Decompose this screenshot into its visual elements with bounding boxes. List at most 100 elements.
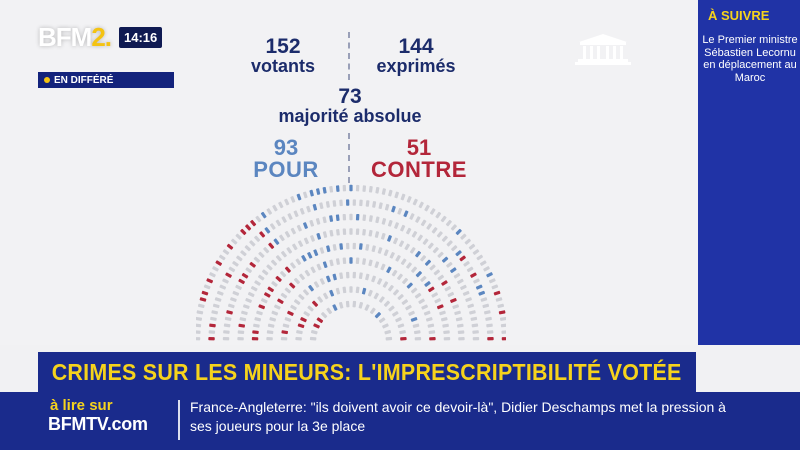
hemicycle-seat xyxy=(352,199,356,206)
hemicycle-seat xyxy=(455,228,462,236)
hemicycle-seat xyxy=(293,277,300,285)
up-next-text: Le Premier ministre Sébastien Lecornu en… xyxy=(702,34,798,84)
hemicycle-seat xyxy=(381,218,387,225)
hemicycle-seat xyxy=(238,323,246,328)
hemicycle-seat xyxy=(338,301,344,309)
hemicycle-seat xyxy=(420,219,427,227)
hemicycle-seat xyxy=(231,238,238,245)
hemicycle-seat xyxy=(258,274,265,281)
hemicycle-seat xyxy=(335,287,341,295)
hemicycle-seat xyxy=(476,254,483,261)
broadcast-clock: 14:16 xyxy=(119,27,163,48)
hemicycle-seat xyxy=(405,304,412,311)
hemicycle-seat xyxy=(301,255,307,262)
hemicycle-seat xyxy=(368,215,373,222)
hemicycle-seat xyxy=(326,245,331,253)
hemicycle-seat xyxy=(280,336,288,341)
hemicycle-seat xyxy=(397,323,405,329)
hemicycle-seat xyxy=(445,219,452,227)
hemicycle-seat xyxy=(429,337,436,341)
hemicycle-seat xyxy=(447,291,455,298)
hemicycle-seat xyxy=(228,266,236,273)
hemicycle-seat xyxy=(487,337,494,341)
hemicycle-seat xyxy=(431,292,438,298)
hemicycle-seat xyxy=(335,185,340,192)
hemicycle-seat xyxy=(219,254,226,261)
hemicycle-seat xyxy=(284,231,291,238)
hemicycle-seat xyxy=(442,323,449,328)
hemicycle-seat xyxy=(322,186,327,194)
channel-header: BFM2. 14:16 xyxy=(38,22,163,53)
hemicycle-seat xyxy=(478,290,486,296)
up-next-panel: À SUIVRE Le Premier ministre Sébastien L… xyxy=(698,0,800,345)
hemicycle-seat xyxy=(196,330,201,334)
hemicycle-seat xyxy=(368,229,373,237)
hemicycle-seat xyxy=(368,259,373,267)
hemicycle-seat xyxy=(355,286,360,294)
hemicycle-seat xyxy=(455,250,462,257)
hemicycle-seat xyxy=(280,271,287,278)
hemicycle-seat xyxy=(224,316,232,321)
hemicycle-seat xyxy=(413,330,421,335)
hemicycle-seat xyxy=(458,337,465,341)
hemicycle-seat xyxy=(303,191,308,199)
hemicycle-seat xyxy=(293,210,299,218)
hemicycle-seat xyxy=(342,257,347,265)
hemicycle-seat xyxy=(323,292,329,300)
hemicycle-seat xyxy=(266,264,273,271)
hemicycle-seat xyxy=(241,272,249,279)
hemicycle-seat xyxy=(216,290,224,296)
hemicycle-seat xyxy=(232,290,240,296)
hemicycle-seat xyxy=(389,251,395,259)
hemicycle-seat xyxy=(255,215,262,223)
hemicycle-seat xyxy=(297,323,305,329)
hemicycle-seat xyxy=(423,310,431,316)
hemicycle-seat xyxy=(452,304,460,309)
pour-number: 93 xyxy=(273,135,299,160)
hemicycle-seat xyxy=(469,310,476,315)
hemicycle-seat xyxy=(316,188,321,195)
hemicycle-seat xyxy=(352,242,356,250)
hemicycle-seat xyxy=(235,284,242,290)
hemicycle-seat xyxy=(420,255,427,262)
hemicycle-seat xyxy=(398,240,405,247)
hemicycle-seat xyxy=(284,317,292,322)
hemicycle-seat xyxy=(332,200,337,207)
hemicycle-seat xyxy=(196,316,203,321)
hemicycle-seat xyxy=(470,316,478,321)
hemicycle-seat xyxy=(319,202,324,210)
ticker-separator xyxy=(178,400,180,440)
hemicycle-seat xyxy=(306,205,311,213)
hemicycle-seat xyxy=(346,242,350,250)
hemicycle-seat xyxy=(427,323,435,328)
hemicycle-seat xyxy=(335,214,340,221)
hemicycle-seat xyxy=(388,189,393,197)
hemicycle-seat xyxy=(326,275,331,283)
hemicycle-seat xyxy=(275,275,282,282)
hemicycle-seat xyxy=(332,244,337,251)
hemicycle-seat xyxy=(441,280,448,286)
news-ticker: à lire sur BFMTV.com France-Angleterre: … xyxy=(0,392,800,450)
ticker-site: BFMTV.com xyxy=(48,414,148,434)
hemicycle-seat xyxy=(245,267,252,273)
hemicycle-seat xyxy=(381,232,386,240)
hemicycle-seat xyxy=(239,317,247,322)
hemicycle-seat xyxy=(342,286,347,294)
hemicycle-seat xyxy=(270,223,276,230)
hemicycle-seat xyxy=(429,264,436,271)
hemicycle-seat xyxy=(349,286,353,293)
hemicycle-seat xyxy=(483,310,491,315)
hemicycle-seat xyxy=(450,267,457,273)
hemicycle-seat xyxy=(290,262,296,269)
hemicycle-seat xyxy=(304,269,311,277)
hemicycle-seat xyxy=(240,228,247,236)
hemicycle-seat xyxy=(271,310,279,316)
hemicycle-seat xyxy=(383,300,390,307)
hemicycle-seat xyxy=(309,220,315,227)
hemicycle-seat xyxy=(317,296,323,303)
hemicycle-seat xyxy=(495,297,503,302)
hemicycle-seat xyxy=(463,261,470,267)
hemicycle-seat xyxy=(295,336,302,341)
hemicycle-seat xyxy=(322,261,328,269)
hemicycle-seat xyxy=(381,188,386,195)
